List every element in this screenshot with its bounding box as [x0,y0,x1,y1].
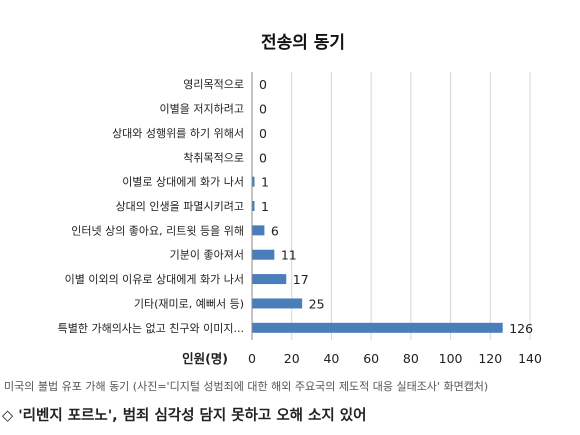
gridlines [291,72,531,340]
value-label: 6 [271,223,279,238]
x-tick-label: 80 [403,351,419,366]
category-label: 인터넷 상의 좋아요, 리트윗 등을 위해 [71,223,244,237]
section-headline: ◇ '리벤지 포르노', 범죄 심각성 담지 못하고 오해 소지 있어 [2,408,367,424]
category-label: 이별 이외의 이유로 상대에게 화가 나서 [65,273,244,286]
category-label: 상대와 성행위를 하기 위해서 [112,126,244,140]
value-label: 0 [259,126,267,141]
bar [252,176,255,187]
bar [252,225,265,236]
chart-title: 전송의 동기 [261,33,345,53]
category-label: 기타(재미로, 예뻐서 등) [134,297,244,310]
x-tick-label: 100 [439,351,463,366]
x-axis-label: 인원(명) [182,351,228,366]
value-label: 11 [281,248,297,263]
value-label: 0 [259,102,267,117]
bar [252,298,303,309]
bar [252,322,503,333]
bars [252,176,503,333]
x-tick-label: 40 [323,351,339,366]
x-tick-label: 120 [478,351,502,366]
value-label: 126 [509,321,533,336]
value-label: 1 [261,199,269,214]
category-label: 이별로 상대에게 화가 나서 [122,176,244,189]
bar [252,274,287,285]
category-label: 영리목적으로 [183,78,244,91]
category-label: 상대의 인생을 파멸시키려고 [116,200,244,213]
value-label: 0 [259,150,267,165]
category-label: 기분이 좋아져서 [170,249,244,262]
x-tick-label: 20 [284,351,300,366]
value-label: 25 [309,296,325,311]
value-label: 1 [261,175,269,190]
x-tick-label: 140 [518,351,542,366]
value-label: 0 [259,77,267,92]
value-label: 17 [293,272,309,287]
category-label: 특별한 가해의사는 없고 친구와 이미지... [58,321,244,335]
x-tick-labels: 0 20 40 60 80 100 120 140 [248,351,542,366]
x-tick-label: 0 [248,351,256,366]
bar [252,201,255,211]
image-caption: 미국의 불법 유포 가해 동기 (사진='디지털 성범죄에 대한 해외 주요국의… [4,380,489,393]
category-label: 착취목적으로 [183,151,244,164]
category-label: 이별을 저지하려고 [160,102,244,116]
bar [252,249,275,260]
x-tick-label: 60 [363,351,379,366]
